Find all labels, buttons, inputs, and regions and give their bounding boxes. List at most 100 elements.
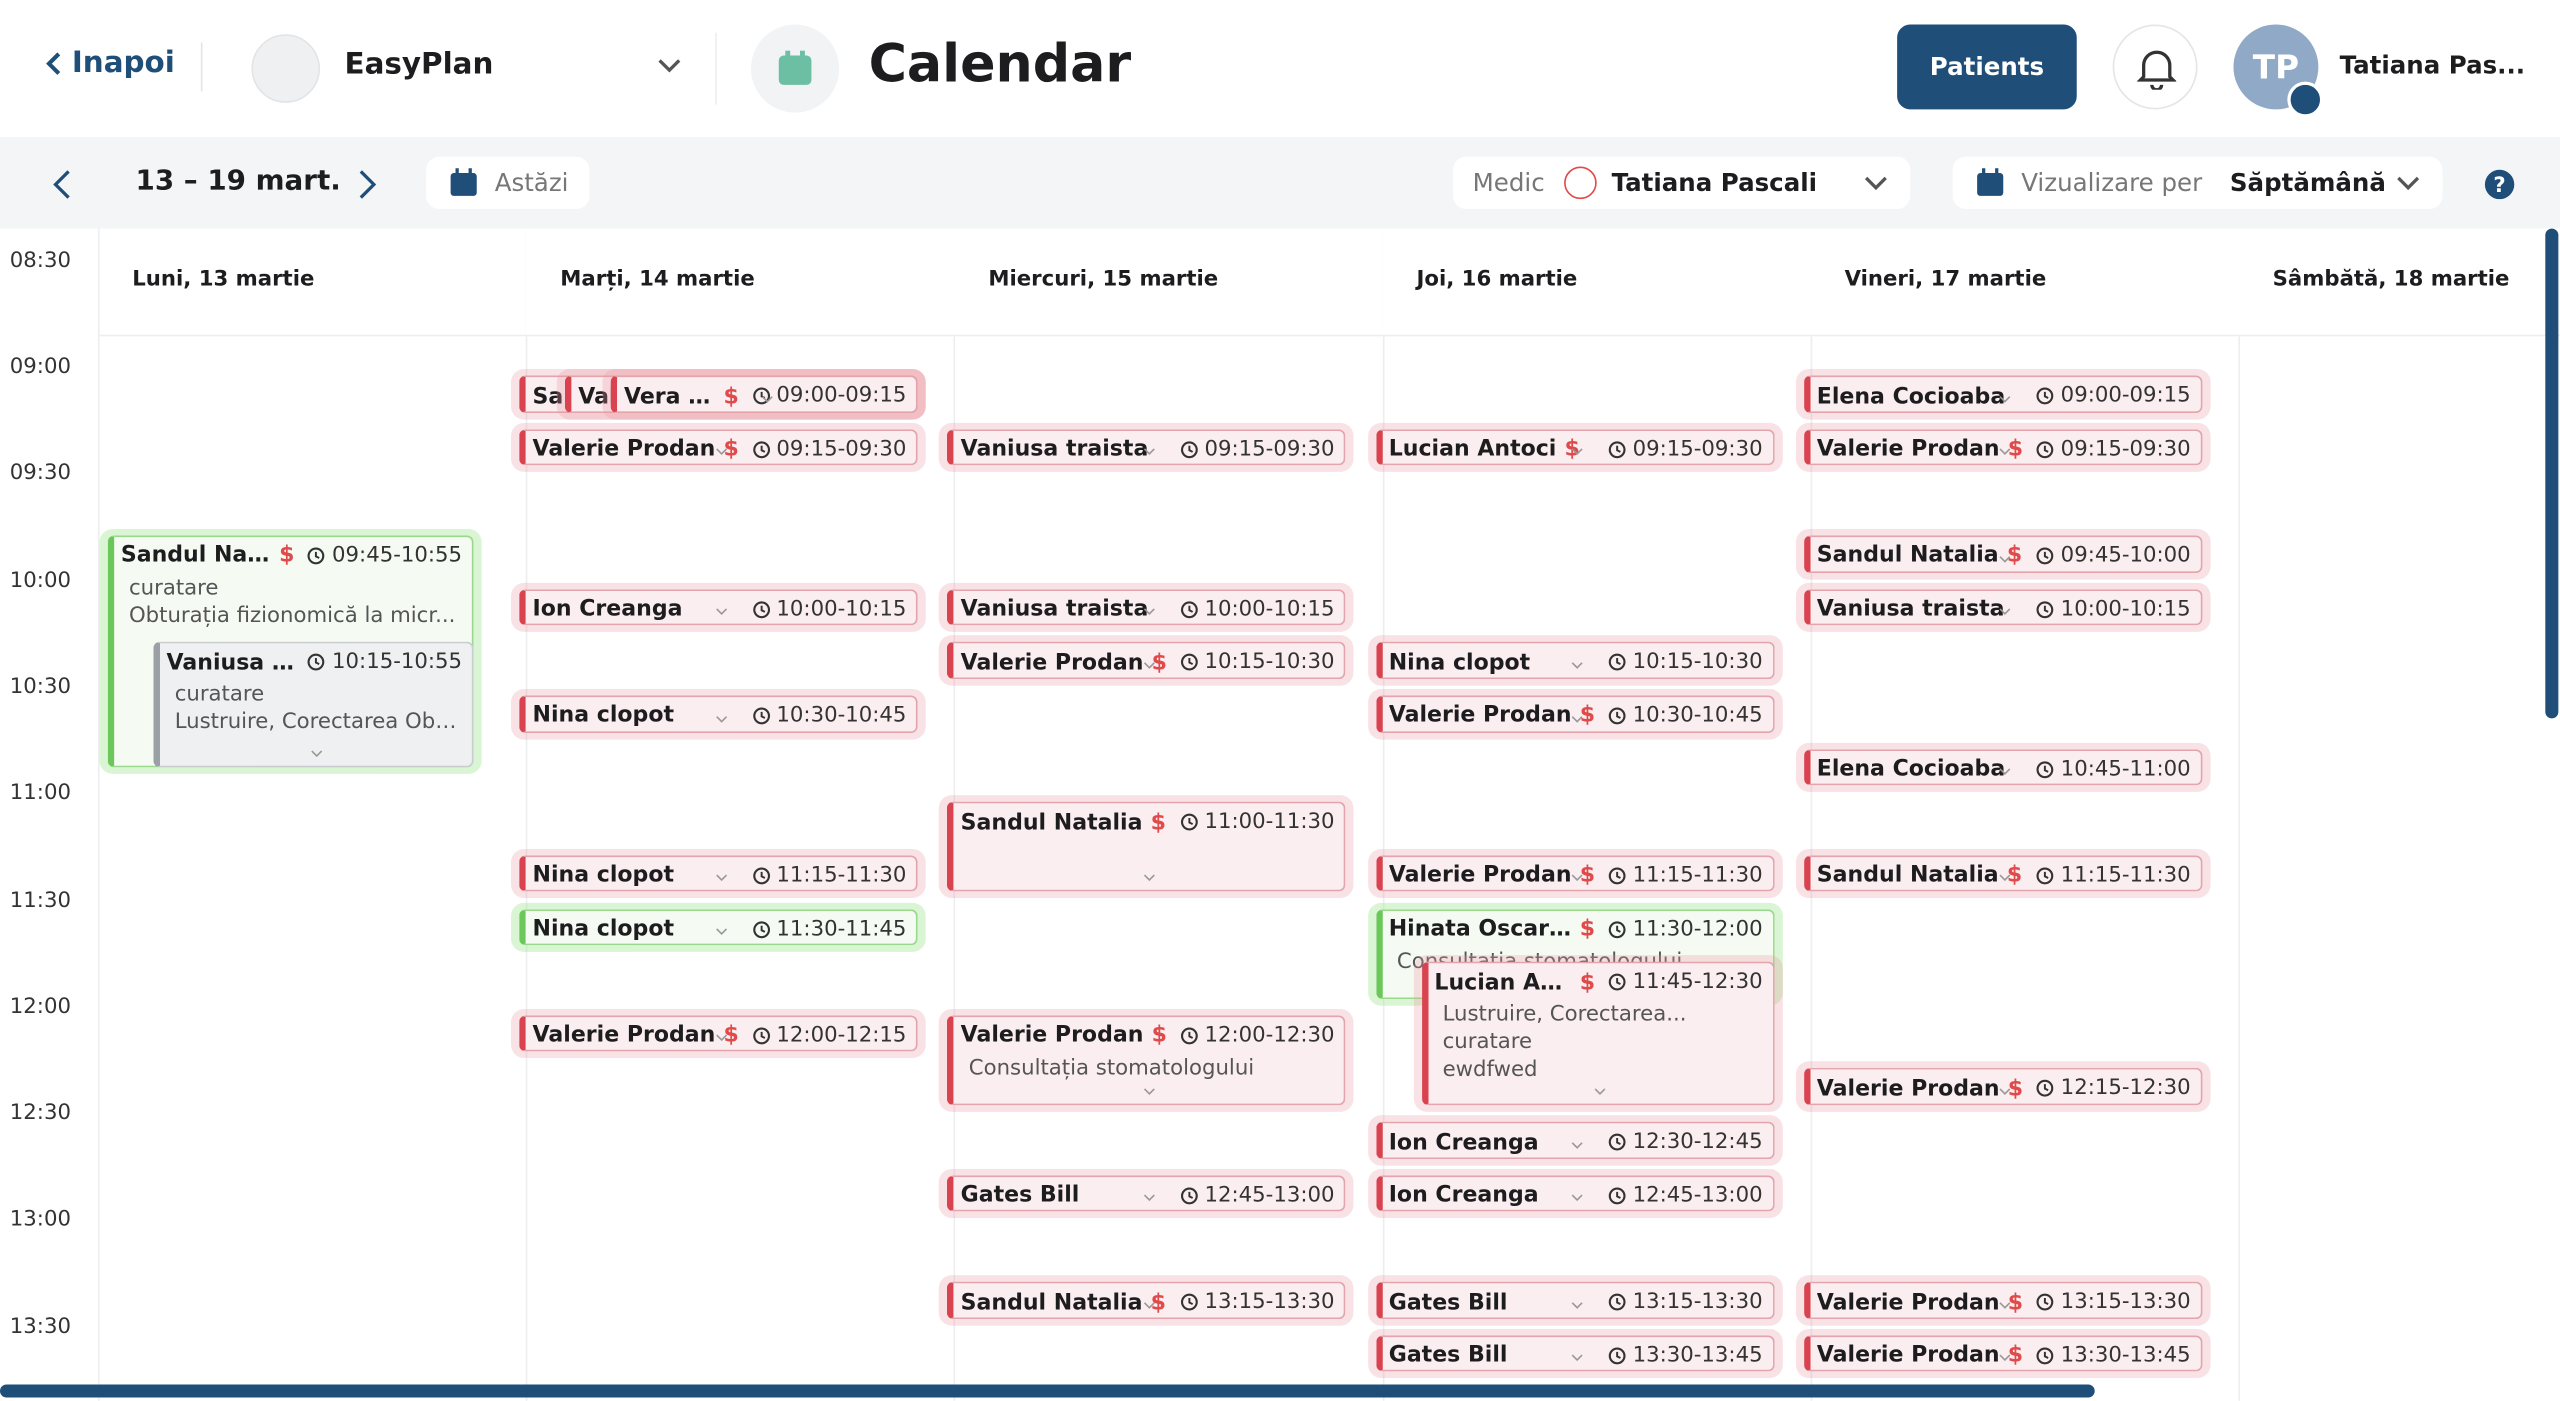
expand-chevron [1571,858,1584,889]
view-select[interactable]: Vizualizare per Săptămână [1952,156,2443,209]
expand-chevron [1999,1071,2012,1102]
appointment-card: Vaniusa trai... 10:15-10:55 curatareLustru… [153,642,474,768]
patient-name: Valerie Prodan [532,1022,716,1049]
appointment[interactable]: Gates Bill 12:45-13:00 [939,1168,1355,1219]
patient-name: Elena Cocioaba [1816,382,2006,409]
appointment[interactable]: Sandul Natalia $13:15-13:30 [939,1275,1355,1326]
clinic-name[interactable]: EasyPlan [344,47,494,82]
clock-icon [2036,600,2054,618]
time-text: 10:30-10:45 [776,703,907,728]
payment-badge: $ [2007,1075,2024,1102]
appointment[interactable]: Vera Pas... $09:00-09:15 [602,368,927,420]
clock-icon [1608,1133,1626,1151]
appointment[interactable]: Gates Bill 13:15-13:30 [1367,1275,1783,1326]
appointment-header: Vaniusa traista 09:15-09:30 [961,430,1335,464]
payment-badge: $ [1150,809,1167,836]
payment-badge: $ [1579,702,1596,729]
appointment[interactable]: Lucian Antoci $11:45-12:30 Lustruire, Core… [1413,955,1783,1112]
time-text: 10:30-10:45 [1632,703,1763,728]
today-button[interactable]: Astăzi [426,156,590,209]
appointment[interactable]: Vaniusa trai... 10:15-10:55 curatareLustru… [145,636,481,775]
appointment[interactable]: Valerie Prodan $12:00-12:30 Consultația st… [939,1008,1355,1112]
appointment[interactable]: Ion Creanga 12:45-13:00 [1367,1168,1783,1219]
appointment-time: 13:15-13:30 [1595,1290,1763,1314]
appointment-time: 09:15-09:30 [2023,437,2191,461]
user-avatar[interactable]: TP [2233,24,2319,110]
next-week[interactable] [358,170,378,199]
appointment[interactable]: Sandul Natalia $11:15-11:30 [1795,848,2211,899]
clock-icon [1180,813,1198,831]
payment-badge: $ [723,382,739,409]
appointment-card: Vera Pas... $09:00-09:15 [610,375,918,413]
clock-icon [308,547,325,565]
appointment[interactable]: Sandul Natalia $09:45-10:00 [1795,528,2211,579]
chevron-icon [1999,608,2011,616]
appointment[interactable]: Nina clopot 11:15-11:30 [511,848,927,899]
patient-name: Sandul Natalia [960,809,1143,836]
appointment[interactable]: Valerie Prodan $12:00-12:15 [511,1008,927,1059]
clock-icon [2036,1293,2054,1311]
user-name[interactable]: Tatiana Pas... [2339,50,2526,80]
time-text: 12:00-12:15 [776,1023,907,1048]
appointment[interactable]: Elena Cocioaba 09:00-09:15 [1795,368,2211,420]
appointment[interactable]: Nina clopot 10:15-10:30 [1367,635,1783,686]
patient-name: Elena Cocioaba [1816,755,2006,783]
patient-name: Valerie Prodan [532,436,716,463]
appointment-header: Nina clopot 11:30-11:45 [533,910,907,944]
clock-icon [1180,1293,1198,1311]
clock-icon [2036,1346,2054,1364]
appointment-card: Valerie Prodan $13:15-13:30 [1803,1281,2203,1319]
appointment[interactable]: Gates Bill 13:30-13:45 [1367,1328,1783,1379]
clock-icon [1180,654,1198,671]
patients-button[interactable]: Patients [1897,24,2077,110]
doctor-select[interactable]: Medic Tatiana Pascali [1453,156,1911,209]
appointment-card: Nina clopot 10:30-10:45 [519,695,918,733]
appointment-card: Valerie Prodan $10:15-10:30 [947,642,1346,680]
appointment[interactable]: Valerie Prodan $13:15-13:30 [1795,1275,2211,1326]
appointment[interactable]: Ion Creanga 12:30-12:45 [1367,1115,1783,1166]
appointment-header: Hinata Oscar ... $11:30-12:00 [1389,910,1763,948]
appointment[interactable]: Elena Cocioaba 10:45-11:00 [1795,742,2211,793]
appointment-time: 11:15-11:30 [2023,863,2191,888]
chevron-icon [1999,1301,2011,1309]
appointment-header: Valerie Prodan $12:00-12:15 [532,1017,907,1051]
back-link[interactable]: Inapoi [46,46,175,80]
appointment[interactable]: Vaniusa traista 09:15-09:30 [939,422,1355,473]
patient-name: Ion Creanga [1388,1129,1539,1156]
clock-icon [1180,600,1198,618]
appointment[interactable]: Valerie Prodan $10:15-10:30 [939,635,1355,686]
appointment[interactable]: Valerie Prodan $09:15-09:30 [511,422,927,473]
chevron-icon [1594,1088,1606,1096]
horizontal-scrollbar[interactable] [0,1384,2095,1398]
appointment[interactable]: Vaniusa traista 10:00-10:15 [939,582,1355,633]
clock-icon [2036,547,2054,565]
clinic-dropdown[interactable] [658,57,681,73]
notifications-button[interactable] [2112,24,2198,110]
appointment[interactable]: Valerie Prodan $13:30-13:45 [1795,1328,2211,1379]
appointment-card: Valerie Prodan $11:15-11:30 [1375,855,1775,893]
appointment-time: 09:45-10:00 [2023,544,2191,568]
appointment-card: Nina clopot 11:30-11:45 [519,908,918,946]
appointment[interactable]: Valerie Prodan $09:15-09:30 [1795,422,2211,473]
clock-icon [1608,1187,1626,1204]
appointment-header: Nina clopot 10:30-10:45 [533,697,907,731]
prev-week[interactable] [52,170,72,199]
appointment[interactable]: Valerie Prodan $12:15-12:30 [1795,1061,2211,1112]
help-button[interactable]: ? [2483,168,2516,201]
expand-chevron [1571,1284,1584,1315]
appointment[interactable]: Nina clopot 11:30-11:45 [511,902,927,953]
payment-badge: $ [723,1022,739,1049]
vertical-scrollbar[interactable] [2545,228,2559,719]
clock-icon [1608,973,1626,991]
appointment[interactable]: Lucian Antoci $09:15-09:30 [1367,422,1783,473]
appointment[interactable]: Sandul Natalia $11:00-11:30 [939,795,1355,899]
patient-name: Valerie Prodan [1816,1075,2000,1102]
appointment[interactable]: Valerie Prodan $11:15-11:30 [1367,848,1783,899]
appointment[interactable]: Ion Creanga 10:00-10:15 [511,582,927,633]
time-text: 12:15-12:30 [2060,1076,2191,1102]
appointment[interactable]: Valerie Prodan $10:30-10:45 [1367,688,1783,739]
appointment[interactable]: Nina clopot 10:30-10:45 [511,688,927,739]
appointment-header: Valerie Prodan $13:30-13:45 [1817,1337,2191,1371]
appointment[interactable]: Vaniusa traista 10:00-10:15 [1795,582,2211,633]
appointment-card: Valerie Prodan $12:15-12:30 [1803,1068,2203,1106]
